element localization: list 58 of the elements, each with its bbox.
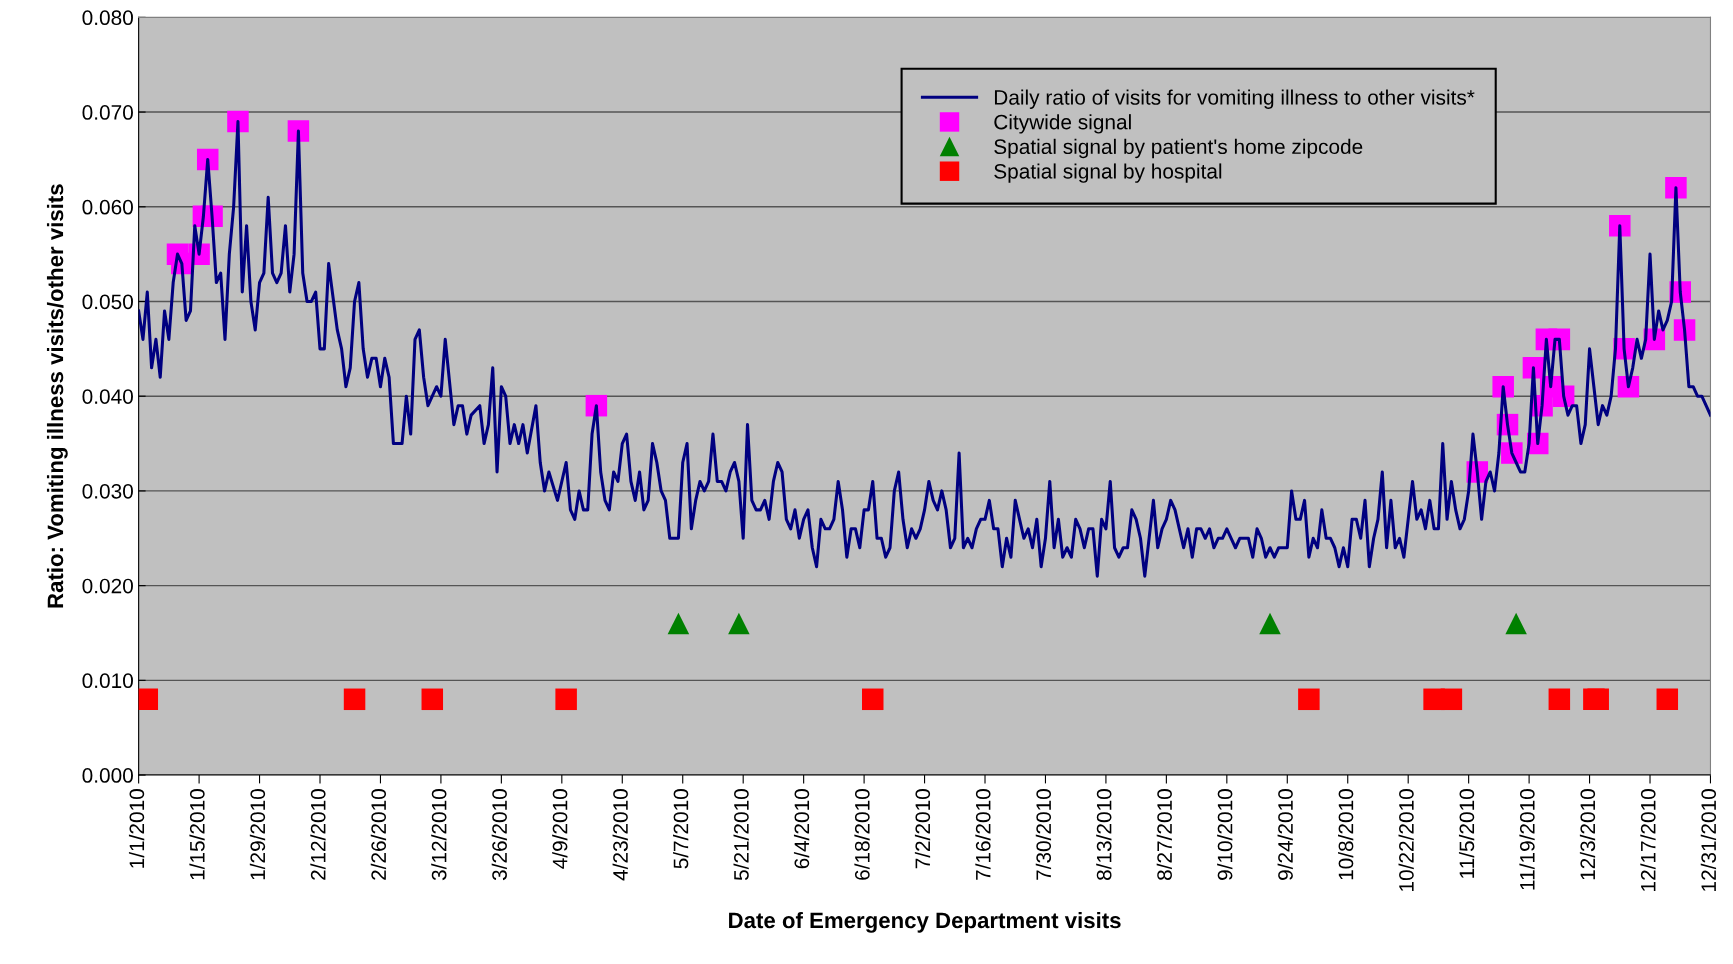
legend-label: Spatial signal by patient's home zipcode bbox=[994, 138, 1363, 159]
x-tick-label: 7/16/2010 bbox=[975, 789, 991, 880]
point bbox=[667, 612, 690, 635]
y-tick-label: 0.080 bbox=[82, 10, 133, 26]
point bbox=[861, 688, 884, 711]
legend-label: Daily ratio of visits for vomiting illness to other visits* bbox=[994, 89, 1475, 109]
point bbox=[1440, 688, 1463, 711]
x-tick-label: 4/23/2010 bbox=[612, 789, 628, 881]
x-tick-label: 1/29/2010 bbox=[249, 789, 266, 880]
point bbox=[728, 612, 750, 635]
x-tick-label: 9/10/2010 bbox=[1217, 789, 1233, 880]
x-axis-title: Date of Emergency Department visits bbox=[729, 911, 1121, 933]
point bbox=[343, 688, 366, 711]
x-tick-label: 7/2/2010 bbox=[914, 789, 931, 869]
x-tick-label: 12/3/2010 bbox=[1579, 789, 1596, 880]
x-tick-label: 1/1/2010 bbox=[128, 789, 145, 868]
legend-label: Citywide signal bbox=[994, 114, 1131, 134]
y-tick-label: 0.050 bbox=[82, 294, 133, 310]
x-tick-label: 2/26/2010 bbox=[370, 789, 387, 880]
x-tick-label: 11/5/2010 bbox=[1458, 789, 1475, 878]
point bbox=[1298, 688, 1320, 711]
x-tick-label: 3/12/2010 bbox=[431, 789, 447, 881]
legend-label: Spatial signal by hospital bbox=[994, 163, 1222, 183]
x-tick-label: 1/15/2010 bbox=[189, 789, 205, 880]
x-tick-label: 8/13/2010 bbox=[1096, 789, 1112, 881]
y-tick-label: 0.060 bbox=[82, 199, 133, 215]
x-tick-label: 6/18/2010 bbox=[854, 789, 870, 880]
point bbox=[1505, 612, 1527, 635]
y-tick-label: 0.030 bbox=[82, 483, 133, 499]
x-tick-label: 11/19/2010 bbox=[1519, 789, 1535, 890]
y-tick-label: 0.070 bbox=[82, 105, 133, 120]
point bbox=[1665, 177, 1687, 199]
x-tick-label: 12/17/2010 bbox=[1640, 789, 1656, 891]
point bbox=[1259, 612, 1281, 635]
x-tick-label: 4/9/2010 bbox=[552, 789, 568, 869]
point bbox=[1548, 688, 1571, 711]
y-tick-label: 0.000 bbox=[82, 768, 133, 783]
x-tick-label: 3/26/2010 bbox=[491, 789, 507, 881]
x-tick-label: 2/12/2010 bbox=[310, 789, 326, 880]
x-tick-label: 12/31/2010 bbox=[1700, 789, 1717, 891]
point bbox=[287, 120, 310, 142]
y-tick-label: 0.010 bbox=[82, 673, 133, 689]
x-tick-label: 9/24/2010 bbox=[1277, 789, 1293, 880]
point bbox=[555, 688, 577, 711]
point bbox=[1656, 688, 1679, 711]
x-tick-label: 6/4/2010 bbox=[793, 789, 810, 869]
y-tick-label: 0.040 bbox=[82, 389, 133, 404]
point bbox=[1609, 214, 1631, 237]
point bbox=[138, 688, 159, 711]
x-tick-label: 10/22/2010 bbox=[1398, 789, 1414, 891]
y-tick-label: 0.020 bbox=[82, 578, 133, 594]
y-axis-title: Ratio: Vomiting illness visits/other visits bbox=[46, 184, 68, 608]
x-tick-label: 5/7/2010 bbox=[673, 789, 689, 869]
x-tick-label: 5/21/2010 bbox=[733, 789, 749, 881]
point bbox=[421, 688, 444, 711]
x-tick-label: 8/27/2010 bbox=[1156, 789, 1172, 881]
x-tick-label: 10/8/2010 bbox=[1338, 789, 1354, 880]
x-tick-label: 7/30/2010 bbox=[1035, 789, 1052, 880]
